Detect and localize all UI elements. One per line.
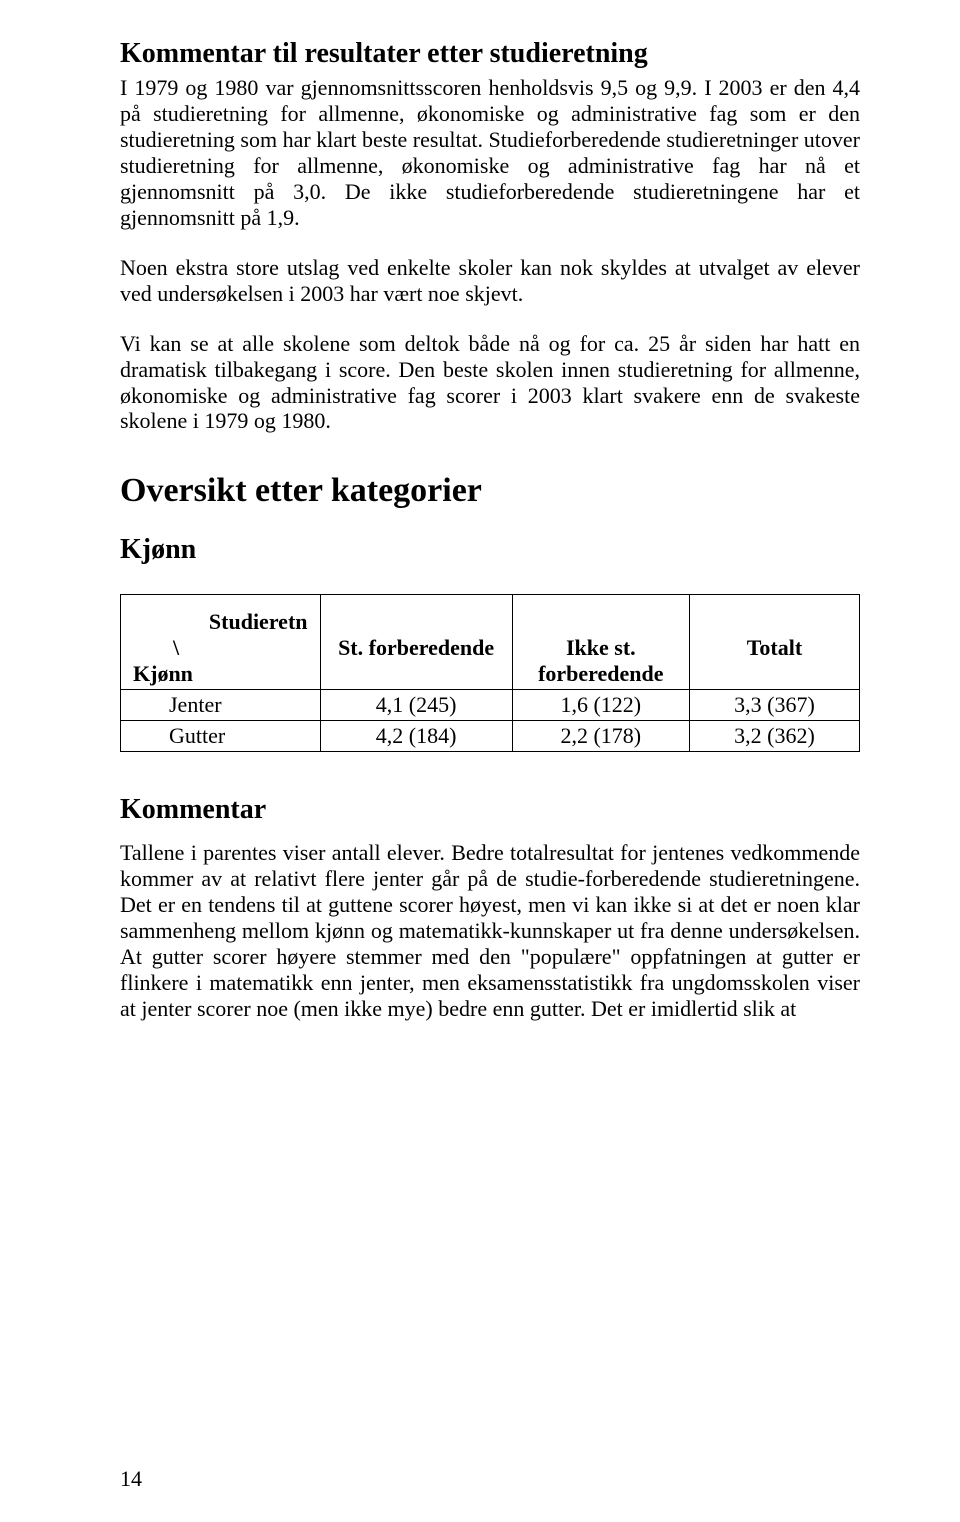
- row2-c4: 3,2 (362): [690, 721, 860, 752]
- section1-para3: Vi kan se at alle skolene som deltok båd…: [120, 331, 860, 435]
- row2-c3: 2,2 (178): [512, 721, 689, 752]
- hdr-col3-line2: forberedende: [538, 661, 663, 687]
- hdr-col1-line3: Kjønn: [133, 661, 193, 687]
- section3-para: Tallene i parentes viser antall elever. …: [120, 840, 860, 1022]
- row2-c2: 4,2 (184): [320, 721, 512, 752]
- row1-c4: 3,3 (367): [690, 690, 860, 721]
- section1-heading: Kommentar til resultater etter studieret…: [120, 36, 860, 71]
- table-row: Gutter 4,2 (184) 2,2 (178) 3,2 (362): [121, 721, 860, 752]
- hdr-col4: Totalt: [747, 635, 802, 661]
- row1-c3: 1,6 (122): [512, 690, 689, 721]
- table-header-col4: Totalt: [690, 595, 860, 690]
- section3-heading: Kommentar: [120, 794, 860, 826]
- section1-para2: Noen ekstra store utslag ved enkelte sko…: [120, 255, 860, 307]
- section1-para1: I 1979 og 1980 var gjennomsnittsscoren h…: [120, 75, 860, 231]
- hdr-col3-line1: Ikke st.: [566, 635, 636, 661]
- document-page: Kommentar til resultater etter studieret…: [0, 0, 960, 1522]
- table-row: Jenter 4,1 (245) 1,6 (122) 3,3 (367): [121, 690, 860, 721]
- row1-c2: 4,1 (245): [320, 690, 512, 721]
- page-number: 14: [120, 1466, 142, 1492]
- table-header-row: Studieretn \ Kjønn St. forberedende Ikke…: [121, 595, 860, 690]
- hdr-col1-line1: Studieretn: [133, 609, 308, 635]
- row1-label: Jenter: [121, 690, 321, 721]
- table-header-col2: St. forberedende: [320, 595, 512, 690]
- section2-subheading: Kjønn: [120, 534, 860, 566]
- hdr-col1-line2: \: [133, 635, 179, 661]
- hdr-col2: St. forberedende: [338, 635, 494, 661]
- section2-heading: Oversikt etter kategorier: [120, 472, 860, 510]
- row2-label: Gutter: [121, 721, 321, 752]
- kjonn-table: Studieretn \ Kjønn St. forberedende Ikke…: [120, 594, 860, 752]
- table-header-col3: Ikke st. forberedende: [512, 595, 689, 690]
- table-header-col1: Studieretn \ Kjønn: [121, 595, 321, 690]
